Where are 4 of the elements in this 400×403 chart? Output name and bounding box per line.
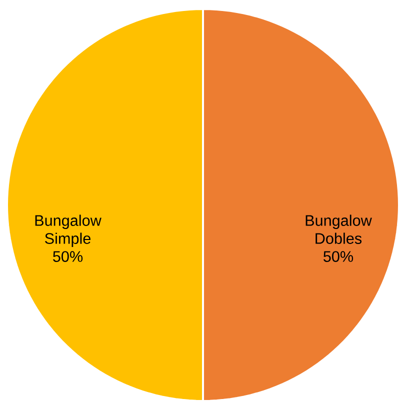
slice-label: Bungalow Simple — [35, 214, 102, 247]
slice-label: Bungalow Dobles — [306, 214, 372, 244]
data-label: 50% — [53, 251, 83, 262]
data-label: 50% — [324, 251, 354, 262]
